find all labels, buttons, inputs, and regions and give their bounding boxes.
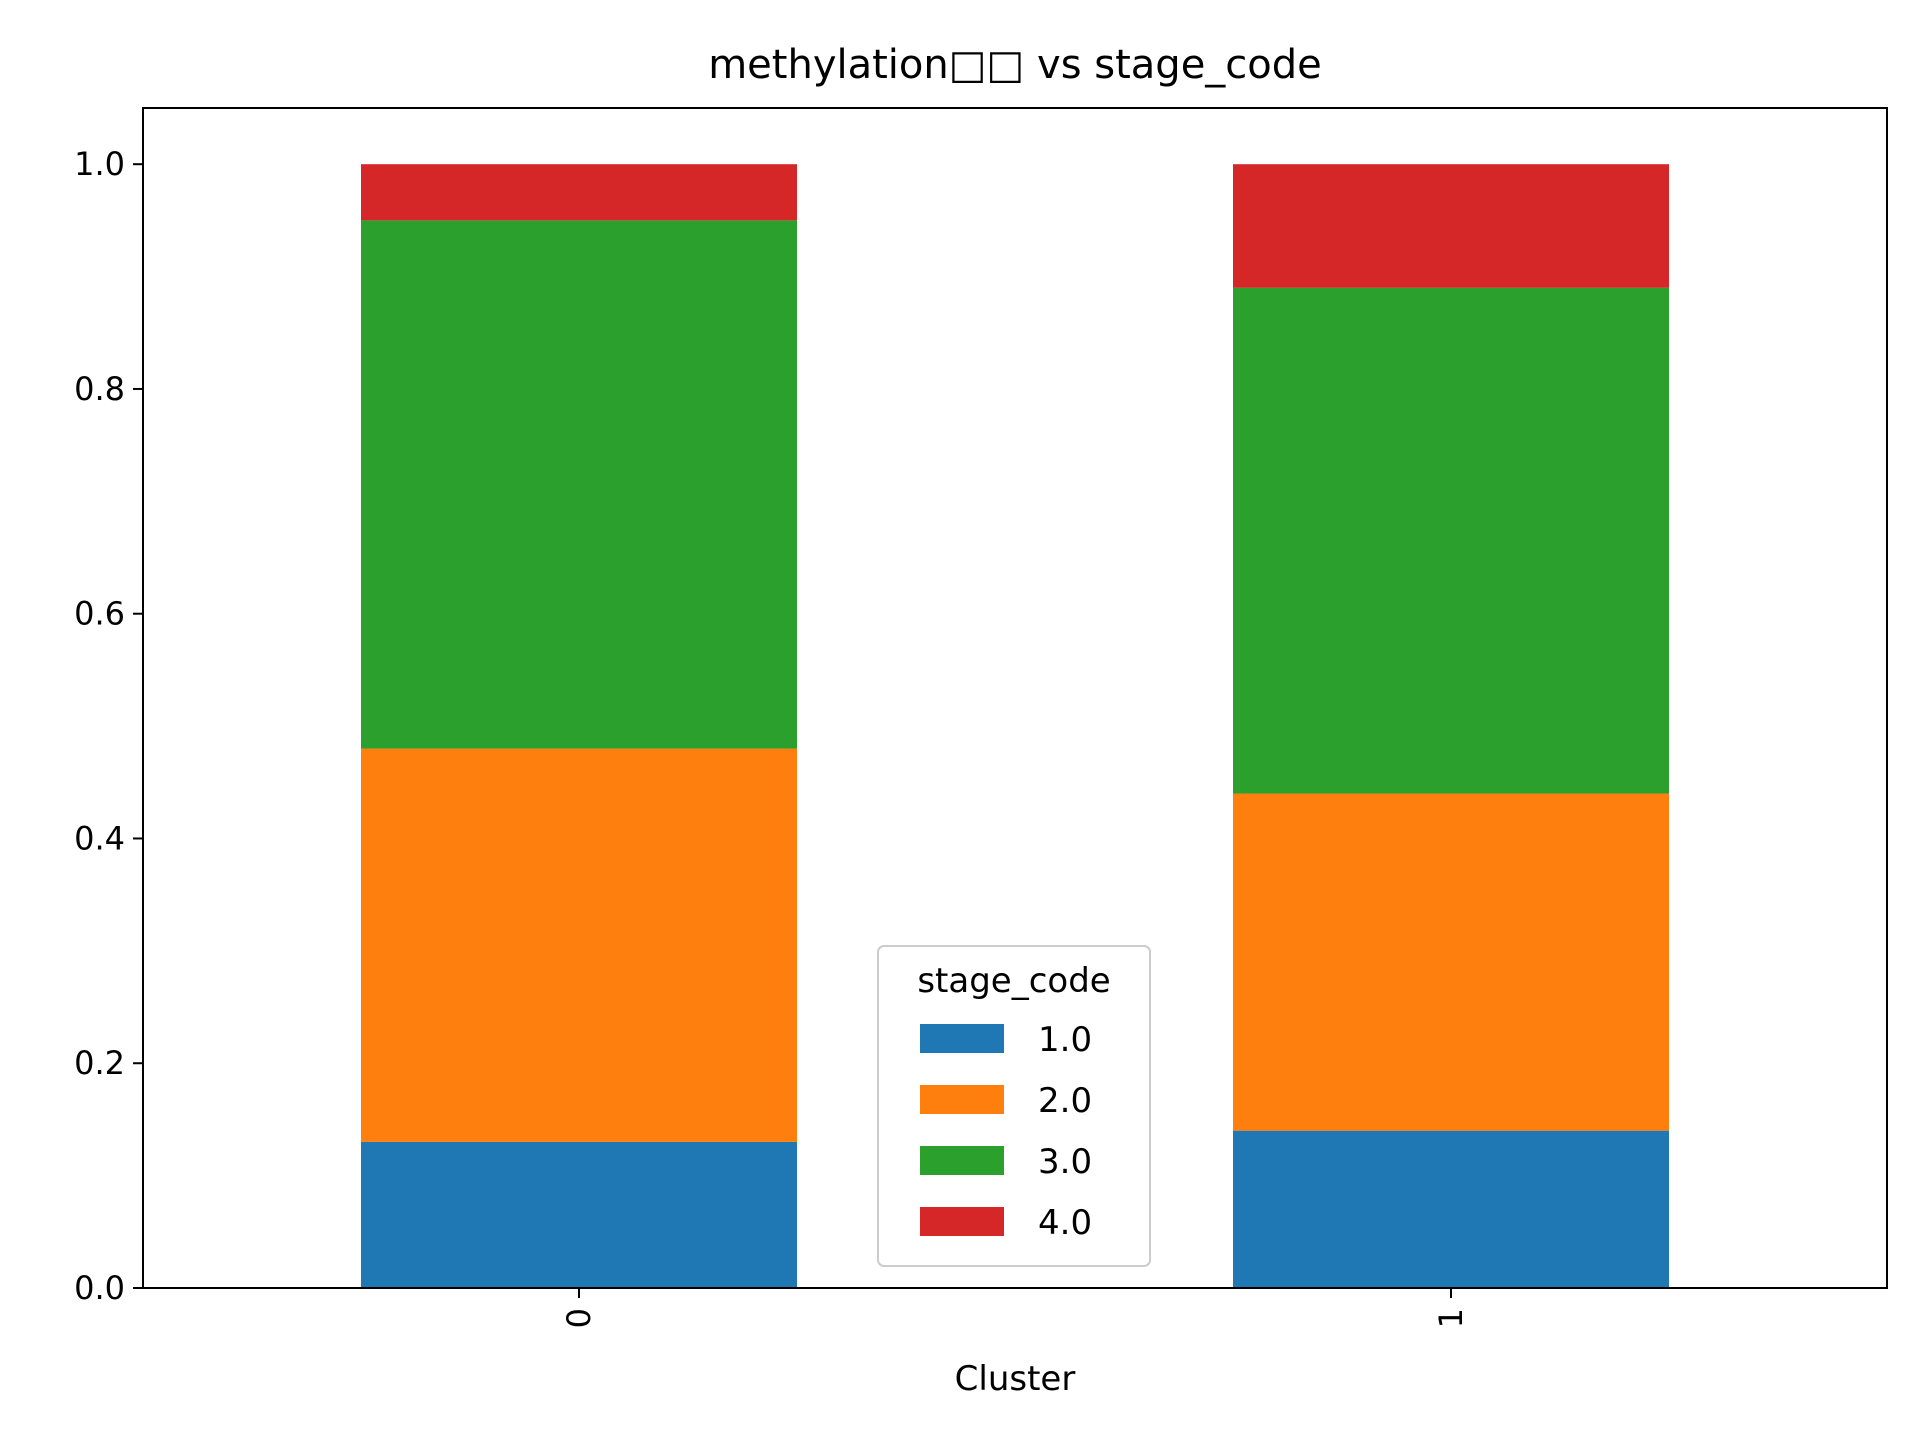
y-tick-label: 0.0 [74,1269,125,1307]
legend-title: stage_code [917,961,1110,1001]
y-axis: 0.0 0.2 0.4 0.6 0.8 1.0 [74,145,143,1307]
bar-cluster-0-stage-3 [361,164,797,221]
legend-entry-label: 3.0 [1038,1142,1092,1182]
bar-cluster-1-stage-3 [1233,164,1669,288]
chart-title: methylation□□ vs stage_code [708,42,1322,88]
bar-cluster-0-stage-1 [361,748,797,1142]
bar-cluster-0-stage-0 [361,1141,797,1288]
plot-frame [142,107,1888,1289]
x-tick-label: 0 [560,1308,598,1328]
y-tick-label: 0.2 [74,1044,125,1082]
y-tick-label: 0.6 [74,595,125,633]
legend-swatch [920,1207,1004,1236]
bar-cluster-1-stage-2 [1233,287,1669,794]
x-tick-label: 1 [1432,1308,1470,1328]
bar-cluster-1-stage-0 [1233,1130,1669,1288]
bar-cluster-0-stage-2 [361,220,797,749]
y-tick-label: 1.0 [74,145,125,183]
bars-group [361,164,1669,1288]
y-tick-label: 0.8 [74,370,125,408]
legend-entry-label: 4.0 [1038,1203,1092,1243]
bar-cluster-1-stage-1 [1233,793,1669,1131]
legend-swatch [920,1146,1004,1175]
legend-swatch [920,1024,1004,1053]
legend: stage_code 1.0 2.0 3.0 4.0 [877,945,1151,1267]
legend-entry-label: 1.0 [1038,1020,1092,1060]
y-tick-label: 0.4 [74,819,125,857]
legend-swatch [920,1085,1004,1114]
legend-entry-label: 2.0 [1038,1081,1092,1121]
x-axis-label: Cluster [955,1359,1076,1399]
